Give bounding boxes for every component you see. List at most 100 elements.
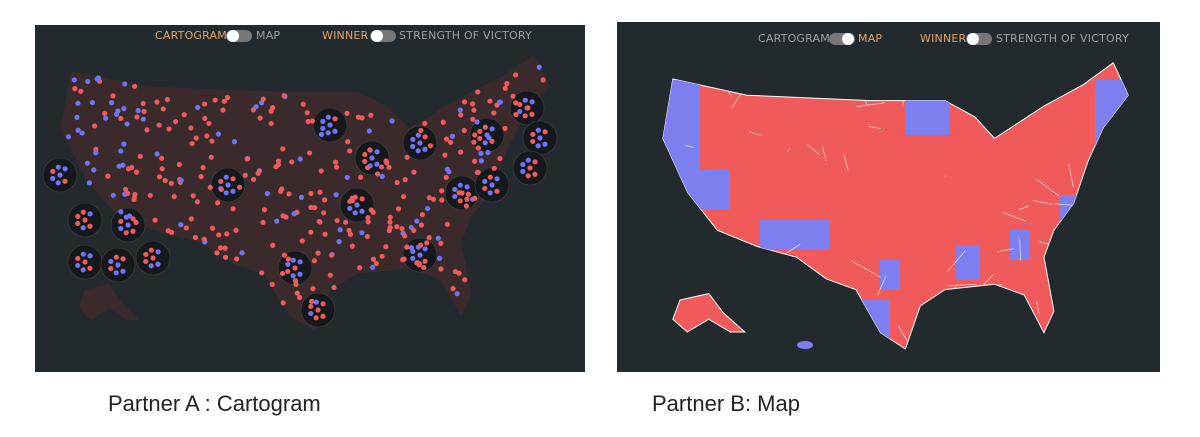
district-dot [416, 262, 422, 268]
district-dot [422, 246, 428, 252]
district-dot [313, 315, 319, 321]
district-dot [86, 180, 92, 186]
district-dot [259, 270, 265, 276]
cartogram [42, 55, 558, 332]
border-line [868, 126, 882, 129]
district-dot [447, 139, 454, 145]
district-dot [520, 161, 526, 168]
district-dot [168, 180, 174, 186]
district-dot [206, 120, 212, 127]
district-dot [315, 250, 321, 256]
district-dot [215, 200, 221, 206]
district-dot [427, 143, 434, 149]
district-dot [442, 152, 448, 158]
district-dot [115, 262, 121, 268]
district-dot [347, 205, 353, 212]
district-dot [542, 141, 548, 147]
district-dot [513, 72, 519, 78]
border-line [685, 145, 694, 148]
district-dot [359, 115, 365, 121]
district-dot [418, 127, 424, 134]
district-dot [108, 265, 114, 272]
district-dot [110, 93, 116, 99]
district-dot [118, 209, 124, 215]
district-dot [160, 106, 166, 112]
district-dot [497, 155, 503, 162]
district-dot [387, 224, 393, 231]
district-dot [80, 267, 86, 273]
district-region [880, 260, 900, 290]
district-dot [118, 218, 124, 225]
us-outline [662, 62, 1129, 350]
toggle-label: WINNER [322, 29, 369, 42]
district-dot [415, 148, 421, 154]
district-dot [116, 163, 122, 169]
district-dot [328, 252, 335, 258]
district-dot [309, 298, 315, 304]
district-dot [103, 115, 109, 121]
district-dot [542, 129, 548, 135]
district-dot [315, 307, 321, 313]
district-dot [80, 251, 86, 257]
district-dot [148, 247, 154, 253]
district-dot [438, 240, 444, 246]
district-dot [152, 217, 158, 223]
district-dot [224, 231, 230, 237]
border-line [806, 143, 820, 155]
district-dot [201, 101, 208, 107]
district-dot [188, 125, 194, 131]
district-dot [198, 173, 204, 180]
district-dot [108, 258, 114, 265]
district-dot [497, 99, 504, 105]
district-dot [525, 173, 531, 179]
district-dot [482, 140, 488, 146]
district-dot [532, 171, 538, 177]
district-dot [230, 188, 236, 194]
district-dot [230, 206, 236, 212]
district-dot [113, 270, 119, 276]
district-dot [122, 81, 128, 87]
district-dot [350, 198, 356, 204]
district-dot [75, 213, 81, 220]
border-line [980, 273, 994, 288]
district-dot [463, 203, 469, 209]
district-dot [122, 186, 129, 192]
district-dot [313, 299, 319, 305]
district-dot [78, 88, 84, 94]
district-dot [296, 294, 303, 301]
district-dot [461, 127, 467, 134]
district-dot [365, 215, 371, 221]
district-dot [125, 166, 132, 172]
district-dot [422, 146, 428, 152]
district-dot [535, 127, 541, 133]
district-dot [327, 122, 333, 128]
district-dot [469, 101, 476, 107]
district-dot [65, 134, 71, 140]
district-dot [290, 273, 296, 279]
district-dot [334, 217, 340, 224]
border-line [1032, 200, 1054, 205]
district-dot [108, 100, 115, 106]
border-line [1018, 205, 1030, 210]
district-region [700, 170, 730, 210]
district-dot [125, 190, 131, 197]
district-dot [87, 211, 93, 217]
district-dot [79, 130, 85, 136]
district-dot [370, 209, 376, 215]
district-dot [123, 230, 129, 236]
district-dot [308, 303, 314, 310]
district-dot [176, 161, 182, 168]
district-dot [222, 245, 228, 251]
district-dot [478, 158, 484, 164]
district-dot [332, 159, 339, 165]
district-dot [517, 101, 523, 108]
district-dot [89, 99, 95, 106]
district-dot [395, 206, 402, 212]
district-dot [474, 119, 480, 125]
district-dot [487, 190, 493, 196]
district-dot [113, 111, 120, 117]
district-dot [62, 166, 68, 172]
district-dot [369, 155, 375, 161]
district-dot [273, 164, 279, 170]
district-dot [525, 105, 531, 111]
